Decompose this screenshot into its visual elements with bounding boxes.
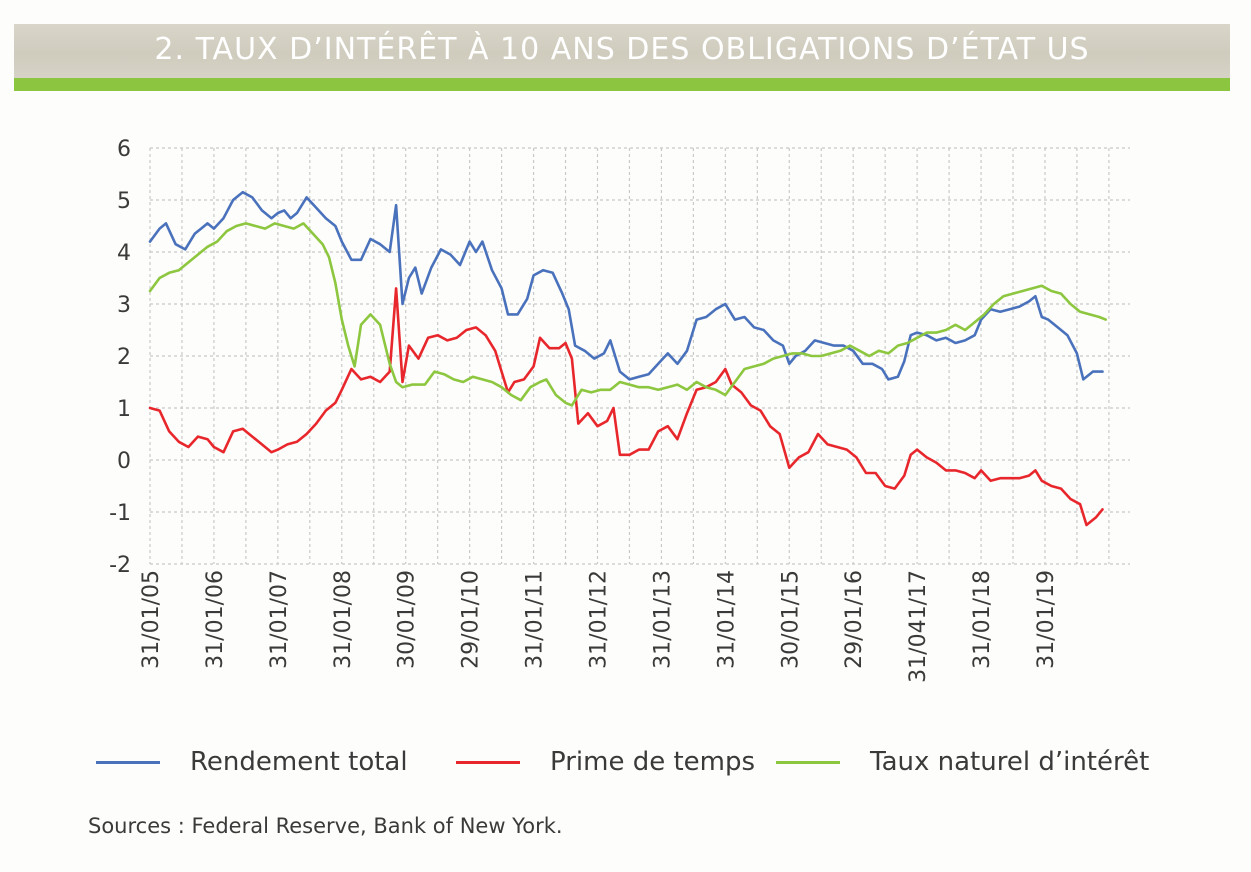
chart-series (148, 190, 1107, 527)
x-tick-label: 31/041/17 (906, 570, 931, 683)
y-tick-label: 1 (117, 397, 131, 422)
chart-title: 2. TAUX D’INTÉRÊT À 10 ANS DES OBLIGATIO… (154, 32, 1090, 67)
y-tick-label: 3 (117, 293, 131, 318)
x-tick-label: 31/01/18 (970, 570, 995, 669)
x-tick-label: 31/01/19 (1034, 570, 1059, 669)
y-tick-label: 6 (117, 137, 131, 162)
x-tick-label: 31/01/12 (586, 570, 611, 669)
x-tick-label: 31/01/11 (523, 570, 548, 669)
title-band: 2. TAUX D’INTÉRÊT À 10 ANS DES OBLIGATIO… (14, 24, 1230, 78)
legend-item-rendement: Rendement total (96, 742, 408, 782)
y-tick-label: -2 (109, 553, 131, 578)
x-tick-label: 31/01/06 (203, 570, 228, 669)
x-tick-label: 31/01/08 (331, 570, 356, 669)
legend: Rendement total Prime de temps Taux natu… (96, 742, 1236, 782)
x-tick-label: 29/01/16 (842, 570, 867, 669)
x-tick-label: 31/01/07 (267, 570, 292, 669)
legend-swatch-prime (456, 760, 520, 764)
y-tick-label: 4 (117, 241, 131, 266)
legend-swatch-taux-naturel (776, 760, 840, 764)
x-tick-label: 31/01/05 (139, 570, 164, 669)
legend-label-prime: Prime de temps (550, 747, 756, 777)
source-note: Sources : Federal Reserve, Bank of New Y… (88, 814, 563, 838)
x-tick-label: 31/01/13 (650, 570, 675, 669)
title-underline (14, 78, 1230, 91)
x-tick-label: 30/01/09 (395, 570, 420, 669)
legend-item-prime: Prime de temps (456, 742, 755, 782)
x-tick-label: 30/01/15 (778, 570, 803, 669)
x-tick-label: 29/01/10 (459, 570, 484, 669)
chart-grid (149, 147, 1130, 565)
series-line-1 (148, 287, 1104, 527)
legend-label-rendement: Rendement total (190, 747, 408, 777)
x-axis-ticks: 31/01/05 31/01/06 31/01/07 31/01/08 30/01/09… (139, 570, 1059, 683)
y-tick-label: 2 (117, 345, 131, 370)
y-axis-ticks: 6 5 4 3 2 1 0 -1 -2 (109, 137, 131, 578)
series-line-2 (148, 222, 1107, 407)
series-line-0 (148, 190, 1104, 381)
legend-label-taux-naturel: Taux naturel d’intérêt (870, 747, 1150, 777)
legend-swatch-rendement (96, 760, 160, 764)
y-tick-label: 5 (117, 189, 131, 214)
y-tick-label: 0 (117, 449, 131, 474)
y-tick-label: -1 (109, 501, 131, 526)
legend-item-taux-naturel: Taux naturel d’intérêt (776, 742, 1149, 782)
x-tick-label: 31/01/14 (714, 570, 739, 669)
